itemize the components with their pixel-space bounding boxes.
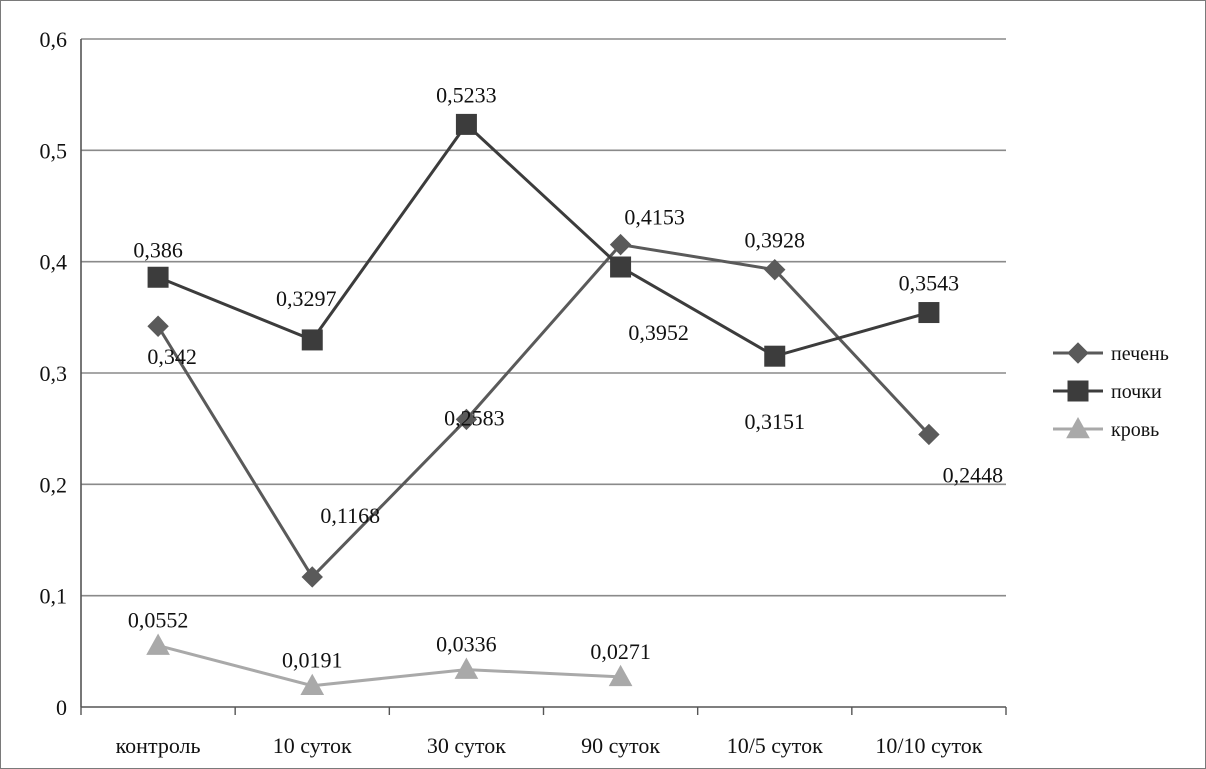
data-point-кровь xyxy=(300,673,325,696)
y-tick-label: 0,5 xyxy=(40,138,68,163)
data-label-печень: 0,4153 xyxy=(624,205,685,230)
data-label-кровь: 0,0271 xyxy=(590,639,651,664)
data-point-почки xyxy=(918,302,940,324)
legend-label: печень xyxy=(1111,343,1169,365)
data-label-печень: 0,342 xyxy=(147,344,197,369)
legend-marker xyxy=(1067,380,1089,402)
data-label-почки: 0,3952 xyxy=(628,320,689,345)
x-tick-label: 90 суток xyxy=(581,733,660,758)
x-tick-label: 10/5 суток xyxy=(727,733,823,758)
data-point-почки xyxy=(610,256,632,278)
data-label-почки: 0,3151 xyxy=(745,409,806,434)
data-point-кровь xyxy=(454,657,479,679)
data-label-почки: 0,5233 xyxy=(436,82,497,107)
data-point-кровь xyxy=(146,633,170,655)
legend-item-кровь: кровь xyxy=(1053,416,1159,441)
y-tick-label: 0,1 xyxy=(40,584,68,609)
legend-item-почки: почки xyxy=(1053,380,1162,403)
data-point-почки xyxy=(147,266,169,288)
data-point-печень xyxy=(609,233,632,256)
data-point-почки xyxy=(455,113,477,135)
data-label-кровь: 0,0191 xyxy=(282,648,343,673)
data-label-кровь: 0,0552 xyxy=(128,608,189,633)
data-label-почки: 0,386 xyxy=(133,237,183,262)
data-point-печень xyxy=(918,423,940,446)
y-tick-label: 0,3 xyxy=(40,361,68,386)
data-point-печень xyxy=(147,315,169,337)
data-label-печень: 0,2583 xyxy=(444,405,505,430)
legend-label: кровь xyxy=(1111,419,1159,441)
legend-label: почки xyxy=(1111,381,1162,403)
data-label-печень: 0,3928 xyxy=(745,228,806,253)
y-tick-label: 0,2 xyxy=(40,472,68,497)
legend-marker xyxy=(1067,342,1089,364)
legend-item-печень: печень xyxy=(1053,342,1169,365)
x-tick-label: 10 суток xyxy=(273,733,352,758)
x-tick-label: 10/10 суток xyxy=(875,733,982,758)
series-line-печень xyxy=(156,243,931,580)
data-point-печень xyxy=(455,408,478,431)
data-label-печень: 0,1168 xyxy=(320,503,380,528)
y-tick-label: 0 xyxy=(56,695,67,720)
data-label-кровь: 0,0336 xyxy=(436,632,497,657)
x-tick-label: 30 суток xyxy=(427,733,506,758)
data-point-печень xyxy=(301,566,323,588)
series-line-кровь xyxy=(157,644,621,688)
data-point-печень xyxy=(764,258,786,281)
data-label-печень: 0,2448 xyxy=(943,462,1004,487)
y-tick-label: 0,6 xyxy=(40,27,68,52)
data-point-почки xyxy=(301,329,323,351)
data-label-почки: 0,3297 xyxy=(276,286,337,311)
data-point-кровь xyxy=(608,664,633,687)
series-line-почки xyxy=(157,122,930,358)
legend-marker xyxy=(1066,416,1090,439)
x-tick-label: контроль xyxy=(116,733,201,758)
y-tick-label: 0,4 xyxy=(40,250,68,275)
data-point-почки xyxy=(764,345,786,367)
data-label-почки: 0,3543 xyxy=(899,271,960,296)
